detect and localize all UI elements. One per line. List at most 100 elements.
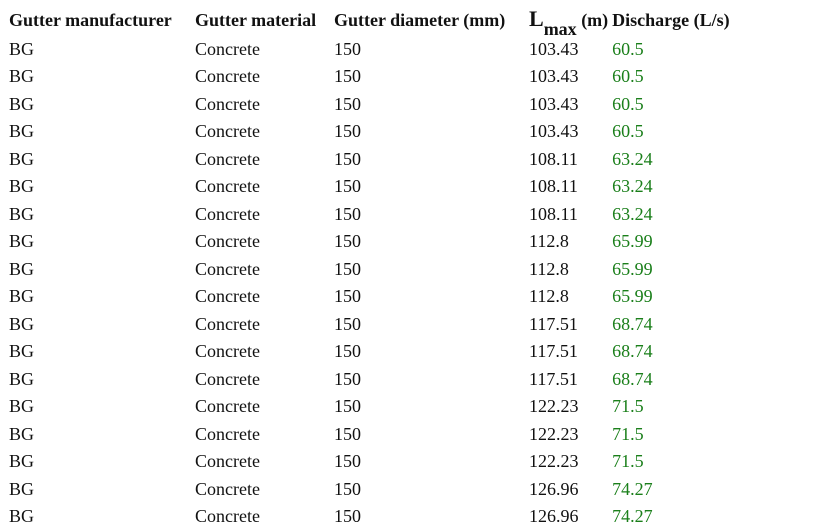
cell-lmax: 117.51 bbox=[529, 368, 578, 389]
cell-discharge: 71.5 bbox=[612, 451, 644, 472]
cell-material: Concrete bbox=[195, 203, 260, 224]
cell-material: Concrete bbox=[195, 368, 260, 389]
cell-material: Concrete bbox=[195, 176, 260, 197]
cell-material: Concrete bbox=[195, 313, 260, 334]
cell-discharge: 74.27 bbox=[612, 478, 653, 499]
table-row: BG Concrete 150 126.96 74.27 bbox=[9, 476, 762, 504]
cell-material: Concrete bbox=[195, 38, 260, 59]
cell-lmax: 122.23 bbox=[529, 396, 579, 417]
cell-diameter: 150 bbox=[334, 231, 361, 252]
cell-lmax: 103.43 bbox=[529, 121, 579, 142]
cell-discharge: 63.24 bbox=[612, 203, 653, 224]
cell-material: Concrete bbox=[195, 396, 260, 417]
cell-diameter: 150 bbox=[334, 121, 361, 142]
cell-diameter: 150 bbox=[334, 93, 361, 114]
table-row: BG Concrete 150 112.8 65.99 bbox=[9, 228, 762, 256]
table-row: BG Concrete 150 122.23 71.5 bbox=[9, 448, 762, 476]
header-lmax-unit: (m) bbox=[576, 10, 609, 30]
cell-manufacturer: BG bbox=[9, 313, 35, 334]
cell-discharge: 60.5 bbox=[612, 66, 644, 87]
cell-material: Concrete bbox=[195, 286, 260, 307]
cell-diameter: 150 bbox=[334, 176, 361, 197]
cell-lmax: 103.43 bbox=[529, 93, 579, 114]
table-row: BG Concrete 150 103.43 60.5 bbox=[9, 118, 762, 146]
cell-diameter: 150 bbox=[334, 341, 361, 362]
gutter-data-table: Gutter manufacturer Gutter material Gutt… bbox=[9, 6, 762, 531]
table-row: BG Concrete 150 117.51 68.74 bbox=[9, 338, 762, 366]
table-row: BG Concrete 150 103.43 60.5 bbox=[9, 91, 762, 119]
cell-discharge: 68.74 bbox=[612, 313, 653, 334]
cell-material: Concrete bbox=[195, 341, 260, 362]
header-lmax: Lmax (m) bbox=[529, 6, 612, 39]
cell-diameter: 150 bbox=[334, 313, 361, 334]
cell-discharge: 68.74 bbox=[612, 341, 653, 362]
header-manufacturer: Gutter manufacturer bbox=[9, 10, 172, 31]
cell-lmax: 126.96 bbox=[529, 506, 579, 527]
table-row: BG Concrete 150 108.11 63.24 bbox=[9, 146, 762, 174]
cell-discharge: 60.5 bbox=[612, 38, 644, 59]
table-row: BG Concrete 150 122.23 71.5 bbox=[9, 393, 762, 421]
table-row: BG Concrete 150 112.8 65.99 bbox=[9, 283, 762, 311]
cell-manufacturer: BG bbox=[9, 506, 35, 527]
cell-lmax: 117.51 bbox=[529, 341, 578, 362]
header-lmax-symbol: L bbox=[529, 6, 544, 31]
cell-manufacturer: BG bbox=[9, 368, 35, 389]
cell-lmax: 108.11 bbox=[529, 148, 578, 169]
cell-diameter: 150 bbox=[334, 203, 361, 224]
cell-discharge: 63.24 bbox=[612, 148, 653, 169]
cell-lmax: 117.51 bbox=[529, 313, 578, 334]
cell-lmax: 112.8 bbox=[529, 231, 569, 252]
cell-manufacturer: BG bbox=[9, 478, 35, 499]
cell-lmax: 103.43 bbox=[529, 38, 579, 59]
cell-lmax: 108.11 bbox=[529, 203, 578, 224]
table-row: BG Concrete 150 103.43 60.5 bbox=[9, 36, 762, 64]
cell-lmax: 108.11 bbox=[529, 176, 578, 197]
cell-manufacturer: BG bbox=[9, 38, 35, 59]
cell-diameter: 150 bbox=[334, 148, 361, 169]
cell-discharge: 65.99 bbox=[612, 231, 653, 252]
cell-diameter: 150 bbox=[334, 66, 361, 87]
cell-manufacturer: BG bbox=[9, 93, 35, 114]
cell-diameter: 150 bbox=[334, 451, 361, 472]
cell-material: Concrete bbox=[195, 451, 260, 472]
table-row: BG Concrete 150 108.11 63.24 bbox=[9, 201, 762, 229]
cell-manufacturer: BG bbox=[9, 341, 35, 362]
cell-discharge: 71.5 bbox=[612, 423, 644, 444]
table-row: BG Concrete 150 117.51 68.74 bbox=[9, 366, 762, 394]
cell-material: Concrete bbox=[195, 478, 260, 499]
cell-lmax: 103.43 bbox=[529, 66, 579, 87]
cell-manufacturer: BG bbox=[9, 423, 35, 444]
cell-discharge: 65.99 bbox=[612, 258, 653, 279]
table-row: BG Concrete 150 112.8 65.99 bbox=[9, 256, 762, 284]
header-material: Gutter material bbox=[195, 10, 317, 31]
cell-material: Concrete bbox=[195, 423, 260, 444]
cell-discharge: 68.74 bbox=[612, 368, 653, 389]
cell-material: Concrete bbox=[195, 258, 260, 279]
cell-lmax: 112.8 bbox=[529, 286, 569, 307]
cell-lmax: 126.96 bbox=[529, 478, 579, 499]
cell-material: Concrete bbox=[195, 93, 260, 114]
cell-lmax: 112.8 bbox=[529, 258, 569, 279]
header-lmax-subscript: max bbox=[543, 18, 577, 39]
table-header-row: Gutter manufacturer Gutter material Gutt… bbox=[9, 6, 762, 39]
cell-material: Concrete bbox=[195, 506, 260, 527]
cell-manufacturer: BG bbox=[9, 451, 35, 472]
cell-manufacturer: BG bbox=[9, 396, 35, 417]
header-discharge: Discharge (L/s) bbox=[612, 10, 730, 31]
cell-diameter: 150 bbox=[334, 258, 361, 279]
table-body: BG Concrete 150 103.43 60.5 BG Concrete 150 103.… bbox=[9, 36, 762, 531]
table-row: BG Concrete 150 108.11 63.24 bbox=[9, 173, 762, 201]
cell-manufacturer: BG bbox=[9, 286, 35, 307]
cell-discharge: 60.5 bbox=[612, 93, 644, 114]
cell-material: Concrete bbox=[195, 121, 260, 142]
cell-diameter: 150 bbox=[334, 506, 361, 527]
cell-diameter: 150 bbox=[334, 286, 361, 307]
cell-diameter: 150 bbox=[334, 368, 361, 389]
cell-diameter: 150 bbox=[334, 38, 361, 59]
table-row: BG Concrete 150 126.96 74.27 bbox=[9, 503, 762, 531]
cell-manufacturer: BG bbox=[9, 121, 35, 142]
cell-manufacturer: BG bbox=[9, 148, 35, 169]
cell-diameter: 150 bbox=[334, 478, 361, 499]
cell-manufacturer: BG bbox=[9, 231, 35, 252]
cell-lmax: 122.23 bbox=[529, 451, 579, 472]
